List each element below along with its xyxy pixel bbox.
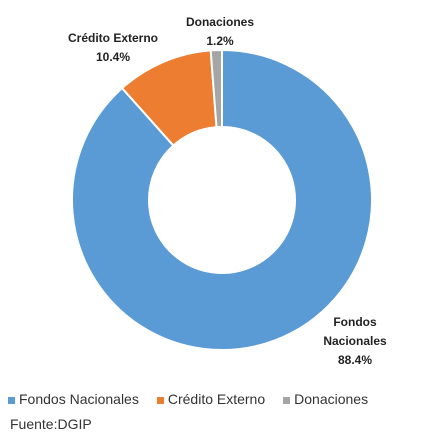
data-label: Donaciones 1.2% (175, 13, 265, 51)
source: Fuente:DGIP (10, 416, 92, 432)
data-label: Fondos Nacionales 88.4% (310, 313, 400, 370)
legend-label: Fondos Nacionales (19, 391, 139, 407)
legend-label: Donaciones (294, 391, 369, 407)
legend: Fondos Nacionales Crédito Externo Donacion… (8, 391, 386, 407)
legend-item: Fondos Nacionales (8, 391, 139, 407)
data-label-name: Fondos Nacionales (323, 315, 387, 348)
legend-swatch (283, 396, 291, 404)
slice (71, 48, 373, 351)
data-label: Crédito Externo 10.4% (68, 29, 158, 67)
data-label-value: 1.2% (206, 34, 234, 48)
data-label-name: Donaciones (185, 15, 254, 29)
data-label-name: Crédito Externo (68, 31, 159, 45)
legend-label: Crédito Externo (167, 391, 266, 407)
legend-swatch (156, 396, 164, 404)
legend-item: Crédito Externo (156, 391, 266, 407)
slice (209, 48, 223, 129)
data-label-value: 10.4% (95, 50, 131, 64)
data-label-value: 88.4% (337, 353, 373, 367)
legend-item: Donaciones (283, 391, 368, 407)
legend-swatch (8, 396, 15, 404)
